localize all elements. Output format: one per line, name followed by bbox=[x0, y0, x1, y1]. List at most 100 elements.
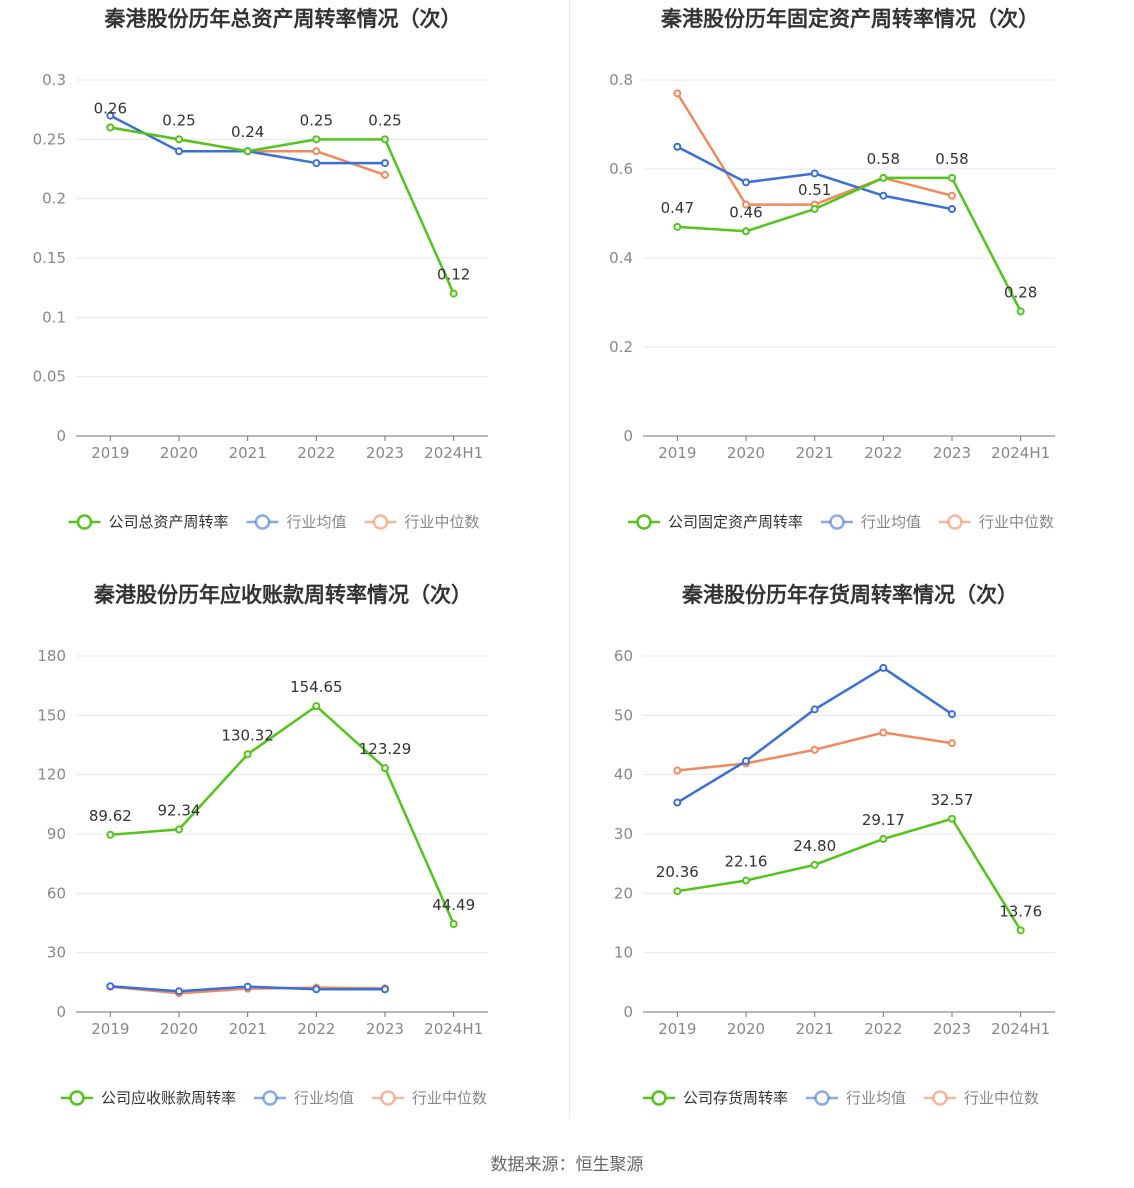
x-tick-label: 2019 bbox=[91, 444, 129, 462]
y-tick-label: 0.3 bbox=[42, 71, 66, 89]
chart-svg: 秦港股份历年存货周转率情况（次） 0 10 20 30 40 50 60 2019 2020 202… bbox=[614, 583, 1055, 1107]
chart-svg: 秦港股份历年固定资产周转率情况（次） 0 0.2 0.4 0.6 0.8 2019 2020 2… bbox=[609, 7, 1055, 531]
data-label: 92.34 bbox=[158, 801, 201, 819]
y-tick-label: 90 bbox=[47, 825, 66, 843]
legend-label: 公司应收账款周转率 bbox=[101, 1089, 236, 1107]
chart-svg: 秦港股份历年应收账款周转率情况（次） 0 30 60 90 120 150 180 2019 20… bbox=[37, 583, 488, 1107]
x-tick-label: 2023 bbox=[933, 444, 971, 462]
y-tick-label: 180 bbox=[37, 647, 66, 665]
series-industry-avg-point bbox=[948, 205, 956, 214]
series-company-line bbox=[677, 176, 1022, 312]
legend-marker bbox=[76, 514, 93, 530]
x-tick-label: 2020 bbox=[160, 444, 198, 462]
series-company-point bbox=[673, 887, 682, 896]
x-tick-label: 2022 bbox=[297, 444, 335, 462]
chart-total-asset-turnover: 秦港股份历年总资产周转率情况（次） 0 0.05 0.1 0.15 0.2 0.25 0.3 2… bbox=[0, 0, 567, 560]
series-company-point bbox=[381, 135, 389, 144]
legend-industry-median: 行业中位数 bbox=[364, 513, 480, 531]
legend-marker bbox=[262, 1090, 278, 1106]
data-label: 89.62 bbox=[89, 807, 132, 825]
series-company-line bbox=[110, 126, 455, 295]
legend-marker bbox=[380, 1090, 396, 1106]
series-industry-avg-point bbox=[948, 710, 956, 719]
series-company-point bbox=[742, 227, 750, 236]
y-tick-label: 0.2 bbox=[609, 338, 633, 356]
chart-title: 秦港股份历年固定资产周转率情况（次） bbox=[660, 7, 1039, 31]
series-industry-avg-point bbox=[312, 159, 321, 168]
series-company-point bbox=[449, 289, 458, 298]
data-label: 0.25 bbox=[368, 111, 401, 129]
data-label: 130.32 bbox=[221, 726, 274, 744]
legend-label: 公司固定资产周转率 bbox=[668, 513, 803, 531]
data-label: 0.12 bbox=[437, 266, 470, 284]
y-tick-label: 0 bbox=[56, 427, 66, 445]
series-company-point bbox=[742, 876, 750, 885]
y-tick-label: 0.05 bbox=[33, 368, 66, 386]
data-label: 0.26 bbox=[94, 99, 127, 117]
series-industry-median-point bbox=[948, 739, 956, 748]
series-industry-avg-point bbox=[673, 142, 682, 151]
legend-industry-avg: 行业均值 bbox=[821, 513, 921, 531]
data-label: 13.76 bbox=[999, 902, 1042, 920]
legend-marker bbox=[829, 514, 845, 530]
series-industry-avg-point bbox=[381, 985, 389, 994]
data-label: 24.80 bbox=[793, 837, 836, 855]
series-company-point bbox=[312, 702, 321, 711]
series-company-point bbox=[810, 860, 819, 869]
legend-marker bbox=[932, 1090, 948, 1106]
data-label: 0.58 bbox=[867, 150, 900, 168]
data-label: 32.57 bbox=[931, 791, 974, 809]
series-industry-median-point bbox=[673, 89, 682, 98]
series-industry-median-point bbox=[381, 170, 389, 179]
chart-inventory-turnover: 秦港股份历年存货周转率情况（次） 0 10 20 30 40 50 60 2019 2020 202… bbox=[567, 576, 1134, 1136]
series-industry-avg-point bbox=[243, 982, 252, 991]
legend-label: 行业均值 bbox=[294, 1089, 354, 1107]
y-tick-label: 120 bbox=[37, 766, 66, 784]
y-tick-label: 0 bbox=[623, 427, 633, 445]
legend-label: 行业中位数 bbox=[412, 1089, 487, 1107]
series-industry-median-point bbox=[879, 728, 888, 737]
x-tick-label: 2021 bbox=[796, 444, 834, 462]
y-tick-label: 0.1 bbox=[42, 308, 66, 326]
data-label: 0.51 bbox=[798, 181, 831, 199]
data-label: 20.36 bbox=[656, 863, 699, 881]
chart-title: 秦港股份历年存货周转率情况（次） bbox=[681, 583, 1018, 607]
y-tick-label: 0.2 bbox=[42, 190, 66, 208]
y-tick-label: 20 bbox=[614, 884, 633, 902]
x-tick-label: 2024H1 bbox=[991, 1020, 1050, 1038]
legend-company: 公司应收账款周转率 bbox=[61, 1089, 236, 1107]
legend-industry-avg: 行业均值 bbox=[246, 513, 347, 531]
y-tick-label: 40 bbox=[614, 766, 633, 784]
series-industry-avg-point bbox=[810, 169, 819, 178]
y-tick-label: 30 bbox=[614, 825, 633, 843]
legend-marker bbox=[651, 1090, 667, 1106]
legend-marker bbox=[814, 1090, 830, 1106]
series-industry-avg-point bbox=[106, 982, 115, 991]
data-label: 0.25 bbox=[162, 111, 195, 129]
data-label: 123.29 bbox=[359, 740, 412, 758]
x-tick-label: 2024H1 bbox=[424, 444, 483, 462]
legend-label: 行业均值 bbox=[287, 513, 347, 531]
legend-company: 公司存货周转率 bbox=[643, 1089, 788, 1107]
series-industry-avg-point bbox=[879, 191, 888, 200]
series-company-point bbox=[449, 920, 458, 929]
chart-title: 秦港股份历年总资产周转率情况（次） bbox=[104, 7, 462, 31]
series-industry-avg-point bbox=[175, 147, 183, 156]
legend-industry-median: 行业中位数 bbox=[924, 1089, 1039, 1107]
legend-label: 行业均值 bbox=[846, 1089, 906, 1107]
series-company-line bbox=[110, 704, 455, 925]
data-label: 0.58 bbox=[935, 150, 968, 168]
series-company-point bbox=[175, 825, 183, 834]
series-company-point bbox=[243, 147, 252, 156]
x-tick-label: 2024H1 bbox=[991, 444, 1050, 462]
series-industry-median-point bbox=[312, 147, 321, 156]
y-tick-label: 60 bbox=[47, 884, 66, 902]
data-label: 29.17 bbox=[862, 811, 905, 829]
series-industry-median-point bbox=[810, 745, 819, 754]
y-tick-label: 0.8 bbox=[609, 71, 633, 89]
series-industry-avg-point bbox=[175, 987, 183, 996]
data-label: 0.24 bbox=[231, 123, 264, 141]
y-tick-label: 50 bbox=[614, 706, 633, 724]
legend-industry-median: 行业中位数 bbox=[939, 513, 1054, 531]
y-tick-label: 30 bbox=[47, 944, 66, 962]
